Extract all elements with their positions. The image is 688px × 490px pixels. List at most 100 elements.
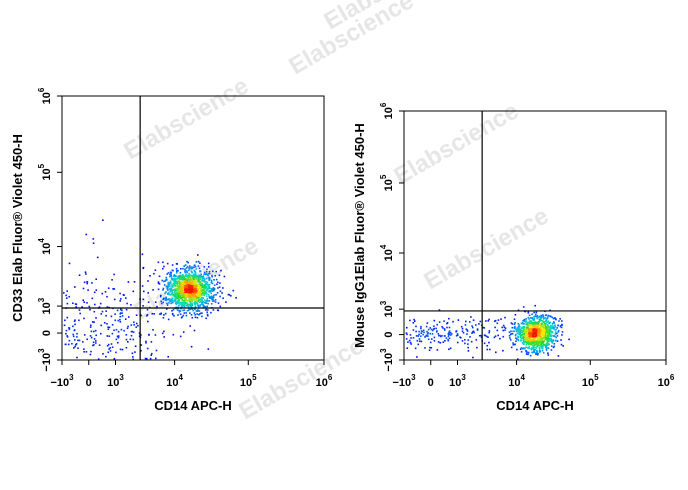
event-dot [73, 347, 75, 349]
event-dot [193, 295, 195, 298]
event-dot [554, 333, 557, 335]
event-dot [170, 302, 172, 305]
event-dot [199, 299, 201, 301]
event-dot [448, 337, 451, 340]
event-dot [553, 345, 556, 348]
event-dot [128, 316, 130, 318]
event-dot [532, 325, 534, 327]
event-dot [155, 349, 158, 352]
event-dot [211, 298, 213, 301]
event-dot [202, 286, 204, 289]
event-dot [190, 314, 193, 316]
event-dot [186, 270, 188, 273]
event-dot [207, 284, 210, 286]
event-dot [424, 335, 427, 338]
event-dot [106, 323, 108, 325]
event-dot [190, 286, 193, 289]
event-dot [528, 343, 530, 345]
event-dot [528, 339, 530, 341]
event-dot [72, 333, 74, 336]
event-dot [66, 316, 69, 319]
event-dot [97, 358, 100, 360]
event-dot [525, 330, 527, 333]
x-tick-label: 106 [658, 373, 675, 389]
event-dot [116, 335, 119, 338]
event-dot [192, 291, 195, 294]
event-dot [145, 340, 147, 343]
event-dot [168, 288, 171, 290]
event-dot [210, 303, 213, 305]
event-dot [427, 338, 430, 341]
event-dot [416, 340, 419, 342]
event-dot [83, 281, 86, 284]
event-dot [433, 340, 436, 342]
event-dot [546, 321, 548, 323]
event-dot [199, 289, 202, 291]
event-dot [537, 352, 539, 355]
event-dot [535, 313, 537, 316]
event-dot [192, 299, 194, 301]
event-dot [232, 289, 235, 292]
event-dot [92, 344, 94, 347]
event-dot [206, 281, 209, 284]
event-dot [533, 336, 536, 339]
event-dot [540, 332, 543, 335]
event-dot [446, 326, 448, 329]
event-dot [194, 264, 196, 266]
event-dot [545, 344, 548, 347]
event-dot [77, 339, 79, 342]
event-dot [194, 298, 196, 300]
event-dot [476, 329, 479, 331]
event-dot [197, 293, 199, 295]
event-dot [526, 339, 528, 341]
event-dot [167, 292, 170, 294]
event-dot [210, 282, 213, 284]
event-dot [442, 341, 445, 343]
event-dot [169, 285, 171, 287]
event-dot [500, 318, 502, 320]
event-dot [483, 334, 486, 336]
event-dot [534, 343, 536, 346]
event-dot [524, 328, 527, 330]
event-dot [420, 335, 422, 337]
event-dot [543, 333, 546, 335]
event-dot [530, 342, 533, 344]
event-dot [437, 341, 440, 343]
event-dot [524, 335, 526, 338]
event-dot [93, 330, 95, 333]
event-dot [196, 313, 198, 315]
event-dot [195, 283, 198, 285]
event-dot [183, 293, 185, 295]
event-dot [107, 326, 109, 328]
event-dot [202, 278, 204, 280]
event-dot [203, 271, 206, 274]
event-dot [548, 328, 551, 331]
event-dot [191, 308, 194, 311]
x-tick-label: 0 [86, 377, 92, 389]
event-dot [190, 267, 193, 270]
event-dot [119, 313, 122, 315]
event-dot [176, 300, 178, 302]
event-dot [179, 272, 182, 274]
event-dot [155, 357, 157, 360]
event-dot [121, 315, 124, 317]
event-dot [538, 329, 541, 332]
event-dot [529, 337, 531, 339]
event-dot [469, 336, 471, 338]
event-dot [539, 318, 542, 320]
event-dot [218, 274, 221, 277]
event-dot [187, 303, 190, 306]
event-dot [210, 280, 213, 282]
event-dot [559, 318, 561, 320]
event-dot [519, 348, 522, 350]
event-dot [527, 353, 529, 356]
event-dot [95, 334, 97, 337]
event-dot [140, 344, 143, 346]
event-dot [522, 306, 525, 308]
event-dot [546, 335, 548, 338]
event-dot [518, 329, 520, 331]
event-dot [164, 299, 167, 301]
event-dot [189, 298, 192, 301]
event-dot [538, 316, 540, 319]
